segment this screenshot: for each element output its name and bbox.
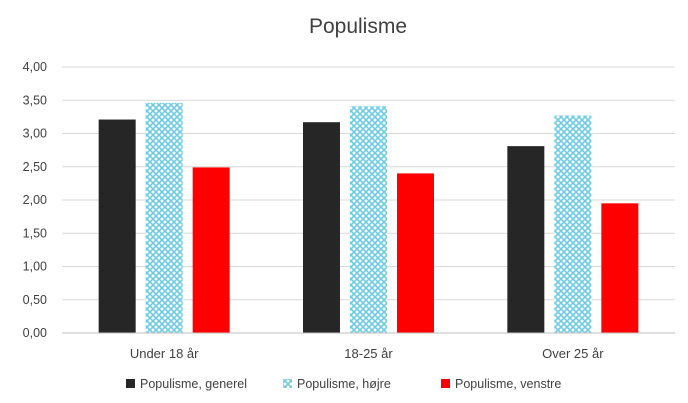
y-tick-label: 2,00: [23, 193, 47, 207]
legend-swatch: [126, 379, 135, 388]
bars: [98, 102, 639, 333]
bar-1-1: [98, 119, 136, 333]
y-axis-ticks: 0,00 0,50 1,00 1,50 2,00 2,50 3,00 3,50 4,00: [23, 60, 47, 340]
legend-swatch: [441, 379, 450, 388]
y-tick-label: 3,50: [23, 93, 47, 107]
bar-2-1: [145, 102, 183, 333]
y-tick-label: 0,50: [23, 293, 47, 307]
bar-2-3: [554, 115, 592, 333]
y-tick-label: 1,00: [23, 260, 47, 274]
x-axis-categories: Under 18 år 18-25 år Over 25 år: [130, 346, 604, 361]
y-tick-label: 0,00: [23, 326, 47, 340]
x-category-label: Under 18 år: [130, 346, 199, 361]
legend-swatch: [283, 379, 292, 388]
legend-label: Populisme, generel: [140, 377, 247, 391]
legend: Populisme, generel Populisme, højre Populi…: [126, 377, 561, 391]
bar-3-2: [397, 173, 434, 333]
legend-label: Populisme, venstre: [455, 377, 561, 391]
y-tick-label: 2,50: [23, 160, 47, 174]
bar-3-3: [601, 203, 639, 333]
chart-title: Populisme: [309, 15, 407, 38]
bar-1-2: [303, 122, 340, 333]
legend-label: Populisme, højre: [297, 377, 391, 391]
x-category-label: Over 25 år: [542, 346, 604, 361]
bar-1-3: [507, 146, 545, 333]
y-tick-label: 3,00: [23, 127, 47, 141]
y-tick-label: 1,50: [23, 226, 47, 240]
y-tick-label: 4,00: [23, 60, 47, 74]
bar-2-2: [350, 106, 387, 333]
x-category-label: 18-25 år: [344, 346, 393, 361]
bar-3-1: [192, 167, 230, 333]
